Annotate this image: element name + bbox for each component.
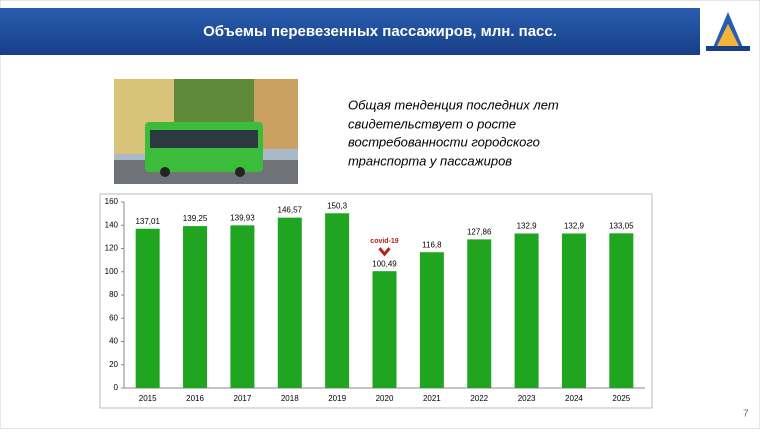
bar bbox=[135, 228, 160, 388]
bar bbox=[372, 271, 397, 388]
value-label: 139,93 bbox=[230, 213, 255, 222]
logo bbox=[706, 12, 750, 51]
header-bar bbox=[0, 8, 700, 55]
bus-photo bbox=[114, 79, 298, 184]
description-line: Общая тенденция последних лет bbox=[348, 97, 559, 112]
x-tick-label: 2024 bbox=[565, 394, 583, 403]
y-tick-label: 20 bbox=[109, 360, 118, 369]
y-tick-label: 140 bbox=[105, 220, 119, 229]
bar bbox=[230, 225, 255, 388]
y-tick-label: 100 bbox=[105, 267, 119, 276]
bar bbox=[183, 226, 208, 388]
x-tick-label: 2016 bbox=[186, 394, 204, 403]
y-tick-label: 60 bbox=[109, 313, 118, 322]
bar bbox=[514, 233, 539, 388]
x-tick-label: 2021 bbox=[423, 394, 441, 403]
x-tick-label: 2023 bbox=[518, 394, 536, 403]
y-tick-label: 0 bbox=[114, 383, 119, 392]
annotation: covid-19 bbox=[370, 238, 399, 245]
value-label: 116,8 bbox=[422, 240, 442, 249]
value-label: 132,9 bbox=[517, 222, 538, 231]
page-number: 7 bbox=[743, 409, 749, 420]
y-tick-label: 40 bbox=[109, 337, 118, 346]
description-line: свидетельствует о росте bbox=[348, 116, 516, 131]
x-tick-label: 2022 bbox=[470, 394, 488, 403]
bar bbox=[277, 217, 302, 388]
header-title: Объемы перевезенных пассажиров, млн. пас… bbox=[203, 23, 557, 40]
x-tick-label: 2018 bbox=[281, 394, 299, 403]
bar bbox=[325, 213, 350, 388]
value-label: 100,49 bbox=[372, 259, 397, 268]
bar bbox=[609, 233, 634, 388]
y-tick-label: 160 bbox=[105, 197, 119, 206]
x-tick-label: 2019 bbox=[328, 394, 346, 403]
value-label: 137,01 bbox=[135, 217, 160, 226]
x-tick-label: 2017 bbox=[234, 394, 252, 403]
x-tick-label: 2015 bbox=[139, 394, 157, 403]
value-label: 139,25 bbox=[183, 214, 208, 223]
x-tick-label: 2025 bbox=[612, 394, 630, 403]
description-line: востребованности городского bbox=[348, 134, 540, 149]
value-label: 127,86 bbox=[467, 227, 492, 236]
x-tick-label: 2020 bbox=[376, 394, 394, 403]
bar bbox=[467, 239, 492, 388]
annotation-marker bbox=[378, 247, 391, 257]
y-tick-label: 120 bbox=[105, 244, 119, 253]
bar bbox=[561, 233, 586, 388]
description-line: транспорта у пассажиров bbox=[348, 153, 512, 168]
bar bbox=[419, 252, 444, 388]
y-tick-label: 80 bbox=[109, 290, 118, 299]
value-label: 133,05 bbox=[609, 221, 634, 230]
value-label: 132,9 bbox=[564, 222, 585, 231]
value-label: 150,3 bbox=[327, 201, 348, 210]
value-label: 146,57 bbox=[278, 206, 303, 215]
